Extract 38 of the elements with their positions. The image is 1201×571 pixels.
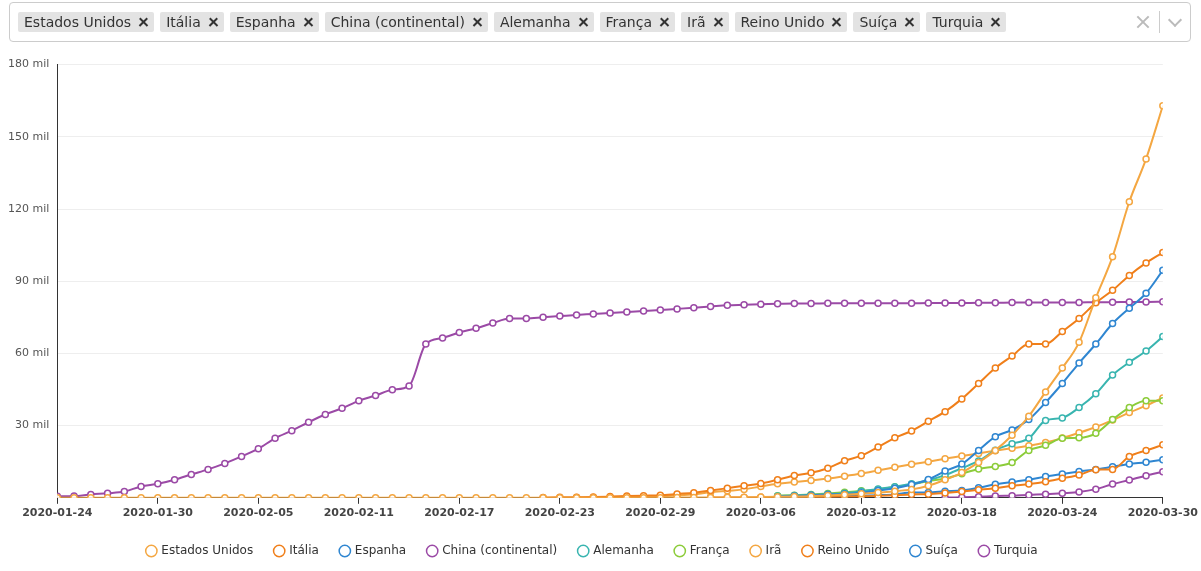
text: Itália <box>166 14 201 30</box>
x-tick-label: 2020-03-06 <box>725 506 797 520</box>
y-tick-label: 180 mil <box>7 57 50 71</box>
text: Estados Unidos <box>24 14 132 30</box>
text: Suíça <box>859 14 898 30</box>
x-tick-label: 2020-02-23 <box>524 506 596 520</box>
text: Turquia <box>932 14 984 30</box>
y-tick-label: 90 mil <box>14 274 50 288</box>
x-tick-label: 2020-02-05 <box>223 506 294 520</box>
y-tick-label: 60 mil <box>14 346 50 360</box>
legend-label: França <box>689 543 730 558</box>
x-tick-label: 2020-03-12 <box>826 506 897 520</box>
text: Alemanha <box>499 14 571 30</box>
x-tick-label: 2020-02-11 <box>323 506 395 520</box>
legend-label: Suíça <box>925 543 958 558</box>
legend-label: Irã <box>765 543 782 558</box>
y-tick-label: 150 mil <box>7 129 50 143</box>
legend-label: Estados Unidos <box>161 543 254 558</box>
text: Reino Unido <box>740 14 825 30</box>
text: Irã <box>687 14 706 30</box>
text: China (continental) <box>330 14 465 30</box>
legend-label: Itália <box>289 543 319 558</box>
x-tick-label: 2020-03-30 <box>1127 506 1199 520</box>
text: Espanha <box>235 14 296 30</box>
legend-label: Reino Unido <box>817 543 890 558</box>
legend-label: Alemanha <box>593 543 654 558</box>
x-tick-label: 2020-01-24 <box>22 506 93 520</box>
y-tick-label: 30 mil <box>14 418 50 432</box>
x-tick-label: 2020-03-24 <box>1027 506 1098 520</box>
text: França <box>605 14 653 30</box>
x-tick-label: 2020-01-30 <box>122 506 194 520</box>
x-tick-label: 2020-02-29 <box>625 506 696 520</box>
y-tick-label: 120 mil <box>7 201 50 215</box>
x-tick-label: 2020-03-18 <box>926 506 998 520</box>
x-tick-label: 2020-02-17 <box>424 506 495 520</box>
legend-label: Turquia <box>992 543 1038 558</box>
legend-label: China (continental) <box>442 543 558 558</box>
legend-label: Espanha <box>354 543 407 558</box>
